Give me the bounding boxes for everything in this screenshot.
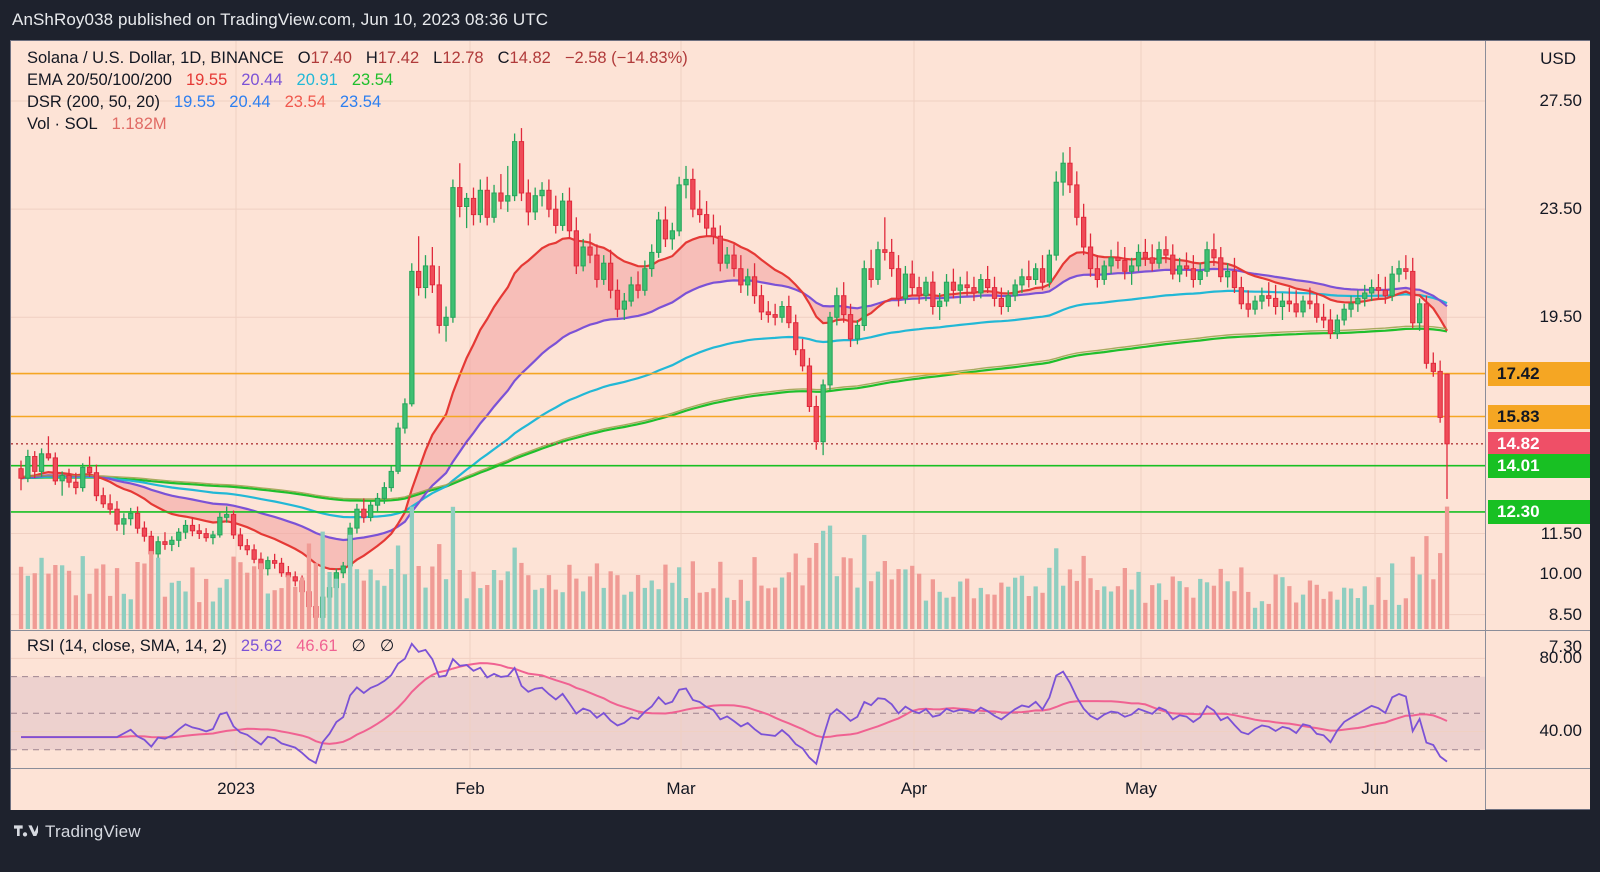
level-badge-12-30[interactable]: 12.30 [1488, 499, 1590, 524]
price-tick-27-50: 27.50 [1539, 91, 1582, 111]
tradingview-brand[interactable]: TradingView [14, 822, 141, 842]
axis-divider-rsi [1486, 630, 1590, 631]
legend-ema-row[interactable]: EMA 20/50/100/200 19.55 20.44 20.91 23.54 [27, 69, 688, 91]
rsi-pane[interactable]: RSI (14, close, SMA, 14, 2) 25.62 46.61 ∅ ∅ [11, 630, 1485, 768]
legend-volume-row[interactable]: Vol · SOL 1.182M [27, 113, 688, 135]
legend-ema100-value: 20.91 [296, 71, 338, 89]
last-price-badge[interactable]: 14.82 [1488, 431, 1590, 456]
rsi-sma-line [21, 662, 1448, 745]
legend-ema20-value: 19.55 [185, 71, 228, 89]
rsi-legend[interactable]: RSI (14, close, SMA, 14, 2) 25.62 46.61 ∅ ∅ [27, 635, 394, 657]
tradingview-brand-name: TradingView [45, 822, 141, 841]
price-tick-11-50: 11.50 [1540, 523, 1582, 543]
chart-frame: Solana / U.S. Dollar, 1D, BINANCE O17.40 H… [10, 40, 1590, 810]
legend-ema50-value: 20.44 [241, 71, 283, 89]
legend-symbol-row[interactable]: Solana / U.S. Dollar, 1D, BINANCE O17.40 H… [27, 47, 688, 69]
legend-close-label: C [497, 49, 510, 67]
time-tick-2023: 2023 [217, 779, 255, 798]
legend-low-label: L [433, 49, 443, 67]
legend-low-value: 12.78 [442, 49, 484, 67]
price-gridlines [11, 100, 1485, 616]
legend-dsr-value-3: 23.54 [284, 93, 326, 111]
rsi-chart-canvas [11, 631, 1485, 768]
currency-label: USD [1540, 49, 1576, 68]
legend-dsr-row[interactable]: DSR (200, 50, 20) 19.55 20.44 23.54 23.54 [27, 91, 688, 113]
legend-high-label: H [365, 49, 378, 67]
legend-rsi-empty-1: ∅ [351, 637, 366, 655]
candles [18, 128, 1450, 626]
footer-bar: TradingView [0, 812, 1600, 872]
month-gridlines [235, 41, 1376, 629]
publish-credit: AnShRoy038 published on TradingView.com,… [12, 10, 549, 29]
legend-rsi-sma-value: 46.61 [296, 637, 338, 655]
legend-rsi-title: RSI (14, close, SMA, 14, 2) [27, 637, 227, 655]
level-badge-15-83[interactable]: 15.83 [1488, 404, 1590, 429]
price-pane[interactable]: Solana / U.S. Dollar, 1D, BINANCE O17.40 H… [11, 41, 1485, 629]
legend-symbol-title: Solana / U.S. Dollar, 1D, BINANCE [27, 49, 284, 67]
legend-dsr-value-1: 19.55 [173, 93, 216, 111]
legend-open-label: O [297, 49, 311, 67]
time-axis[interactable]: 2023 Feb Mar Apr May Jun [11, 768, 1485, 810]
legend-dsr-value-4: 23.54 [339, 93, 382, 111]
dsr-200-line [20, 325, 1448, 500]
legend-rsi-empty-2: ∅ [379, 637, 395, 655]
ema100-line [20, 289, 1448, 519]
legend-dsr-title: DSR (200, 50, 20) [27, 93, 160, 111]
price-tick-7-30: 7.30 [1548, 637, 1582, 657]
ema50-line [20, 267, 1448, 542]
axis-divider-time [1486, 768, 1590, 769]
price-tick-23-50: 23.50 [1539, 199, 1582, 219]
price-axis[interactable]: USD 27.50 23.50 19.50 11.50 10.00 8.50 7.30 17.… [1485, 41, 1590, 809]
legend-change-value: −2.58 (−14.83%) [564, 49, 688, 67]
price-tick-8-50: 8.50 [1548, 604, 1582, 624]
level-badge-17-42[interactable]: 17.42 [1488, 361, 1590, 386]
legend-open-value: 17.40 [310, 49, 352, 67]
horizontal-levels [11, 372, 1485, 513]
price-tick-19-50: 19.50 [1539, 307, 1582, 327]
volume-bars [18, 506, 1450, 629]
chart-legend: Solana / U.S. Dollar, 1D, BINANCE O17.40 H… [27, 47, 688, 135]
time-tick-feb: Feb [455, 779, 485, 798]
tradingview-logo-icon [14, 825, 38, 837]
rsi-tick-40-00: 40.00 [1539, 721, 1582, 741]
legend-volume-value: 1.182M [111, 115, 167, 133]
time-tick-mar: Mar [666, 779, 696, 798]
legend-ema-title: EMA 20/50/100/200 [27, 71, 172, 89]
legend-close-value: 14.82 [509, 49, 551, 67]
legend-high-value: 17.42 [377, 49, 420, 67]
legend-volume-title: Vol · SOL [27, 115, 98, 133]
time-tick-may: May [1124, 779, 1158, 798]
legend-rsi-value: 25.62 [240, 637, 283, 655]
price-chart-canvas [11, 41, 1485, 629]
legend-dsr-value-2: 20.44 [229, 93, 271, 111]
rsi-tick-80-00: 80.00 [1539, 648, 1582, 668]
attribution-bar: AnShRoy038 published on TradingView.com,… [0, 0, 1600, 40]
time-tick-apr: Apr [900, 779, 928, 798]
legend-ema200-value: 23.54 [351, 71, 394, 89]
time-tick-jun: Jun [1361, 779, 1389, 798]
level-badge-14-01[interactable]: 14.01 [1488, 453, 1590, 478]
ema200-line [20, 327, 1448, 502]
price-tick-10-00: 10.00 [1539, 564, 1582, 584]
rsi-line [21, 642, 1448, 766]
